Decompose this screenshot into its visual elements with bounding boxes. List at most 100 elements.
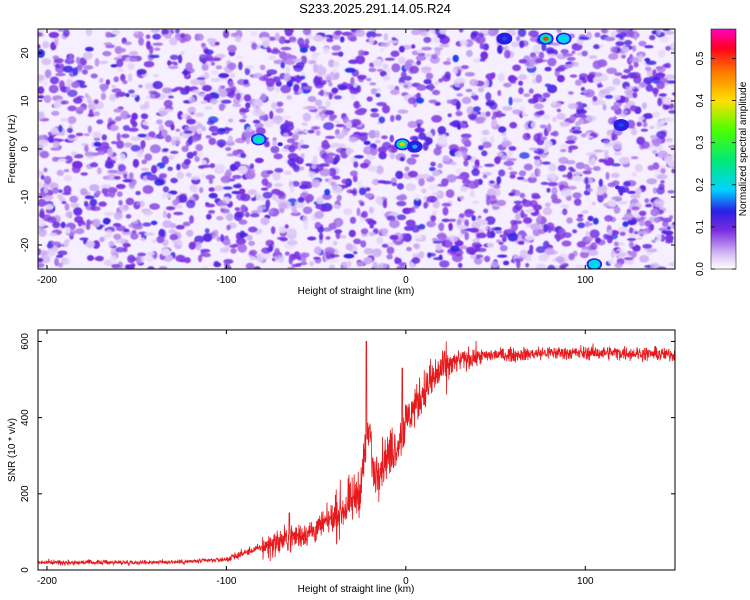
spectrogram-cell (381, 135, 388, 140)
spectrogram-cell (464, 231, 470, 241)
spectrogram-cell (125, 93, 130, 98)
spectrogram-cell (213, 262, 222, 268)
spectrogram-cell (372, 248, 382, 258)
spectrogram-peak (561, 36, 567, 41)
spectrogram-cell (216, 139, 227, 147)
spectrogram-cell (651, 239, 656, 243)
spectrogram-cell (111, 263, 120, 269)
spectrogram-cell (508, 146, 517, 151)
spectrogram-cell (288, 36, 297, 42)
spectrogram-cell (390, 89, 400, 95)
spectrogram-cell (517, 234, 523, 242)
spectrogram-cell (319, 232, 324, 241)
spectrogram-cell (560, 204, 569, 208)
spectrogram-cell (592, 166, 601, 171)
spectrogram-cell (619, 231, 626, 236)
spectrogram-cell (622, 221, 629, 228)
spectrogram-cell (575, 264, 586, 269)
spectrogram-cell (116, 91, 127, 97)
spectrogram-cell (111, 88, 122, 93)
spectrogram-cell (229, 244, 238, 248)
spectrogram-cell (354, 109, 366, 116)
spectrogram-cell (353, 238, 362, 245)
spectrogram-cell (280, 84, 291, 94)
spectrogram-cell (148, 131, 156, 138)
spectrogram-cell (51, 110, 60, 116)
spectrogram-cell (373, 33, 383, 37)
spectrogram-cell (350, 76, 355, 86)
spectrogram-peak (399, 142, 405, 147)
spectrogram-cell (525, 61, 531, 66)
spectrogram-cell (45, 249, 56, 258)
spectrogram-cell (122, 179, 133, 183)
spectrogram-cell (292, 58, 303, 62)
spectrogram-cell (482, 43, 489, 51)
spectrogram-cell (498, 241, 504, 245)
spectrogram-cell (210, 77, 221, 83)
spectrogram-cell (48, 31, 60, 39)
spectrogram-cell (406, 157, 417, 165)
spectrogram-cell (71, 160, 83, 169)
spectrogram-cell (378, 151, 387, 160)
spectrogram-cell (188, 96, 196, 104)
spectrogram-cell (487, 242, 495, 248)
spectrogram-cell (536, 168, 541, 177)
spectrogram-cell (572, 175, 583, 182)
spectrogram-cell (631, 45, 637, 52)
spectrogram-cell (527, 249, 534, 255)
spectrogram-cell (481, 150, 488, 157)
spectrogram-cell (568, 91, 574, 95)
spectrogram-cell (349, 85, 360, 95)
spectrogram-cell (455, 175, 465, 180)
spectrogram-cell (380, 42, 390, 48)
spectrogram-cell (255, 127, 266, 135)
spectrogram-cell (322, 90, 329, 97)
spectrogram-cell (346, 148, 354, 154)
spectrogram-cell (181, 134, 190, 138)
spectrogram-cell (42, 81, 48, 86)
spectrogram-cell (273, 153, 283, 160)
spectrogram-cell (528, 88, 534, 94)
spectrogram-cell (377, 146, 388, 154)
spectrogram-cell (240, 204, 247, 213)
spectrogram-cell (489, 180, 495, 184)
spectrogram-cell (334, 30, 343, 36)
spectrogram-cell (590, 242, 598, 251)
spectrogram-cell (647, 251, 652, 256)
spectrogram-cell (633, 62, 639, 68)
spectrogram-cell (89, 184, 100, 192)
spectrogram-cell (491, 119, 498, 128)
spectrogram-cell (448, 218, 457, 222)
spectrogram-cell (196, 151, 204, 158)
spectrogram-peak (543, 36, 549, 41)
spectrogram-cell (411, 44, 416, 49)
spectrogram-cell (132, 158, 140, 168)
spectrogram-cell (404, 166, 410, 172)
spectrogram-cell (364, 193, 374, 199)
spectrogram-cell (143, 60, 155, 68)
spectrogram-cell (585, 221, 590, 228)
spectrogram-cell (200, 248, 211, 253)
spectrogram-cell (183, 68, 189, 77)
spectrogram-cell (565, 140, 576, 145)
spectrogram-cell (254, 98, 263, 108)
spectrogram-cell (374, 130, 380, 139)
spectrogram-cell (671, 168, 675, 174)
spectrogram-cell (409, 65, 420, 74)
spectrogram-cell (460, 65, 469, 70)
spectrogram-cell (492, 206, 501, 210)
spectrogram-cell (209, 163, 216, 169)
spectrogram-cell (178, 194, 188, 203)
spectrogram-cell (546, 187, 551, 193)
spectrogram-cell (260, 93, 267, 102)
spectrogram-cell (220, 85, 226, 89)
spectrogram-cell (208, 210, 216, 214)
spectrogram-cell (216, 53, 226, 59)
spectrogram-cell (551, 186, 558, 196)
spectrogram-cell (299, 75, 306, 80)
spectrogram-cell (425, 72, 434, 80)
spectrogram-cell (284, 251, 290, 256)
spectrogram-cell (108, 240, 115, 248)
spectrogram-cell (518, 80, 524, 86)
